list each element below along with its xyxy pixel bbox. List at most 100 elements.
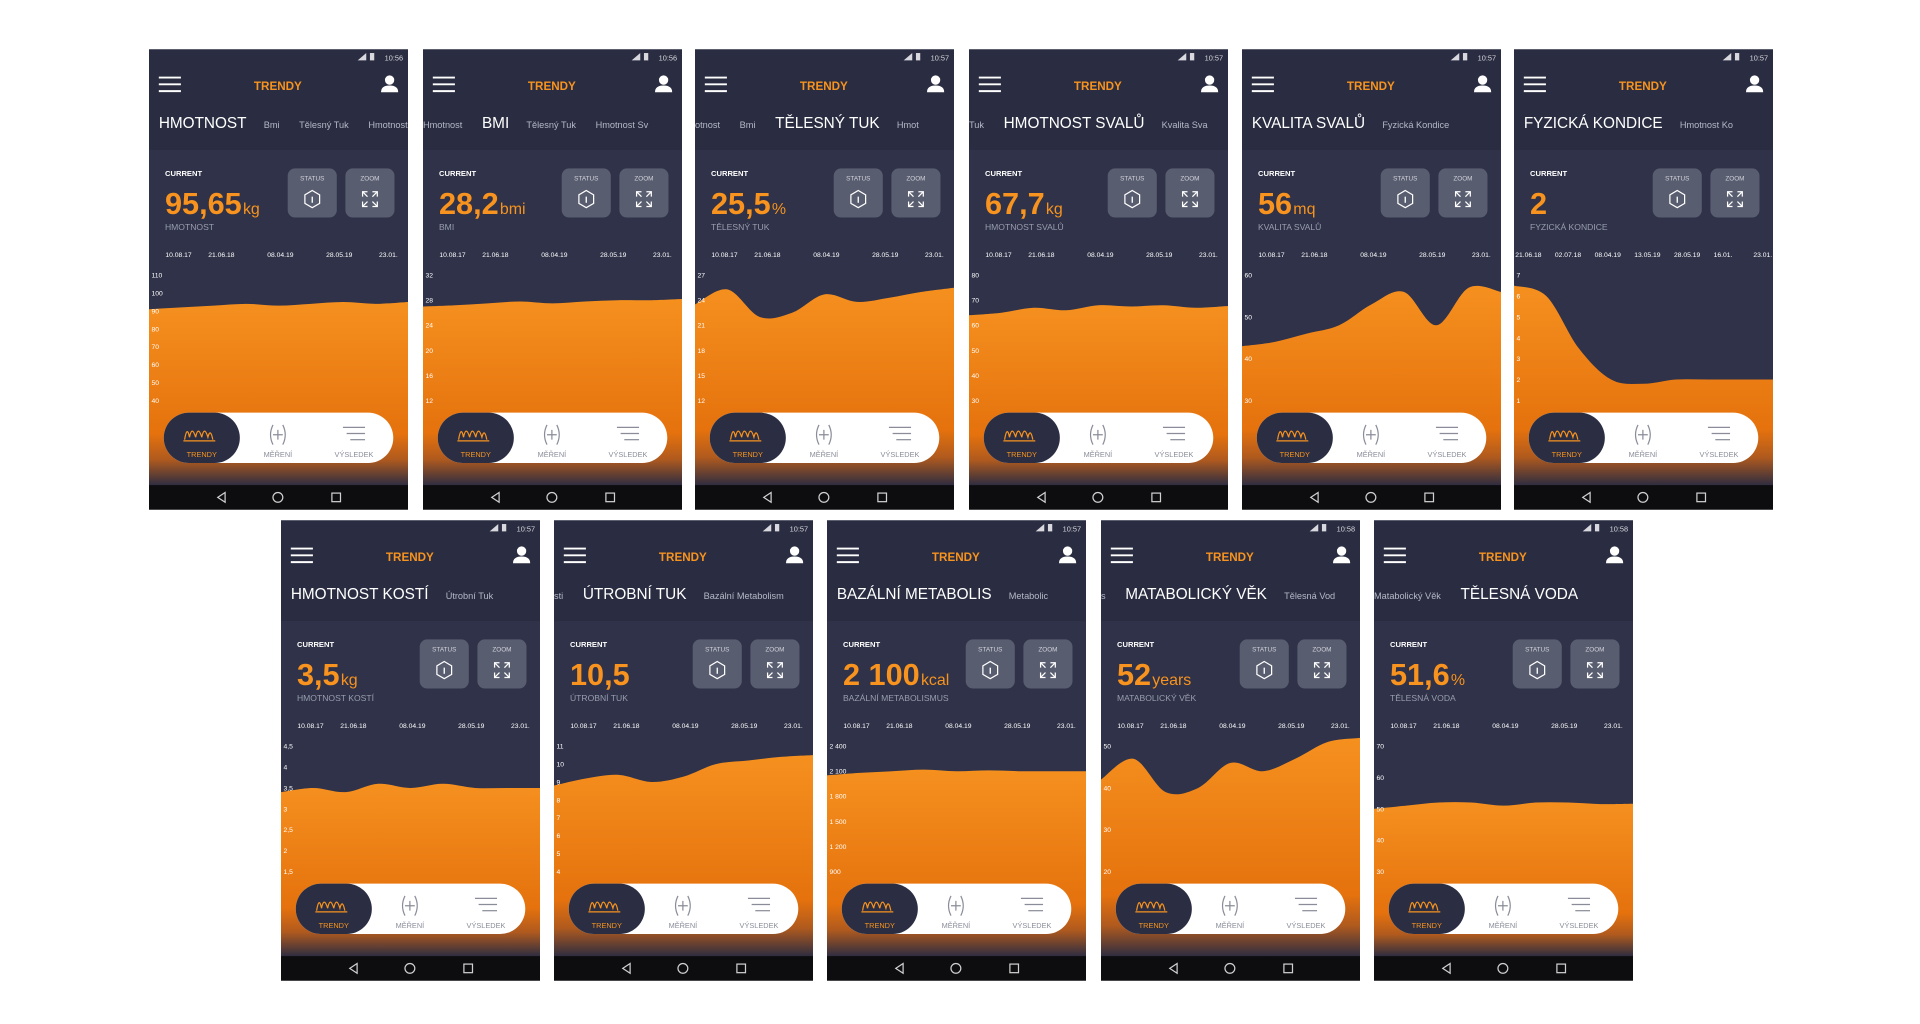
back-button[interactable]: [894, 962, 904, 975]
tab[interactable]: Tuk: [969, 120, 984, 130]
tab[interactable]: Hmotnost Svalů: [368, 120, 408, 130]
tab-bar-label[interactable]: MĚŘENÍ: [1216, 921, 1246, 930]
tab-bar-label[interactable]: MĚŘENÍ: [1357, 450, 1387, 459]
tab-active[interactable]: ÚTROBNÍ TUK: [583, 586, 687, 603]
tab-bar-active[interactable]: [1388, 883, 1465, 935]
tab-active[interactable]: MATABOLICKÝ VĚK: [1125, 586, 1267, 603]
tab[interactable]: sti: [554, 591, 563, 601]
recents-button[interactable]: [463, 963, 474, 974]
tab[interactable]: Bmi: [740, 120, 756, 130]
tab[interactable]: Bazální Metabolism: [704, 591, 785, 601]
menu-button[interactable]: [975, 71, 1004, 96]
tab[interactable]: Tělesný Tuk: [299, 120, 349, 130]
tab[interactable]: s: [1101, 591, 1106, 601]
recents-button[interactable]: [1151, 492, 1162, 503]
tab-bar-label[interactable]: VÝSLEDEK: [1155, 450, 1194, 459]
status-button[interactable]: [1652, 168, 1702, 218]
tab[interactable]: Útrobní Tuk: [446, 591, 494, 601]
profile-icon-body[interactable]: [1745, 85, 1764, 93]
tab-bar-active[interactable]: [163, 412, 240, 464]
measure-icon[interactable]: [1089, 424, 1106, 445]
tab-bar-label[interactable]: VÝSLEDEK: [1700, 450, 1739, 459]
tab-active[interactable]: TĚLESNÁ VODA: [1461, 586, 1579, 603]
back-button[interactable]: [1309, 491, 1319, 504]
tab-active[interactable]: BMI: [482, 115, 509, 132]
back-button[interactable]: [1581, 491, 1591, 504]
tab-bar-label[interactable]: VÝSLEDEK: [740, 921, 779, 930]
measure-icon[interactable]: [674, 895, 691, 916]
recents-button[interactable]: [877, 492, 888, 503]
tab-bar-label[interactable]: VÝSLEDEK: [609, 450, 648, 459]
tab-bar-label[interactable]: MĚŘENÍ: [1489, 921, 1519, 930]
menu-button[interactable]: [1107, 542, 1136, 567]
tab-bar-label[interactable]: TRENDY: [592, 921, 622, 930]
tab[interactable]: Hmotnost Sv: [596, 120, 649, 130]
tab[interactable]: Matabolický Věk: [1374, 591, 1441, 601]
tab-bar-label[interactable]: VÝSLEDEK: [467, 921, 506, 930]
measure-icon[interactable]: [401, 895, 418, 916]
tab-active[interactable]: KVALITA SVALŮ: [1252, 114, 1365, 132]
profile-icon-body[interactable]: [1605, 556, 1624, 564]
back-button[interactable]: [490, 491, 500, 504]
tab-bar-label[interactable]: VÝSLEDEK: [1560, 921, 1599, 930]
tab-bar-active[interactable]: [1528, 412, 1605, 464]
tab-bar-label[interactable]: MĚŘENÍ: [810, 450, 840, 459]
profile-icon-body[interactable]: [926, 85, 945, 93]
tab-bar-active[interactable]: [841, 883, 918, 935]
tab-bar-label[interactable]: MĚŘENÍ: [1629, 450, 1659, 459]
profile-icon-body[interactable]: [654, 85, 673, 93]
menu-button[interactable]: [429, 71, 458, 96]
tab-bar-label[interactable]: VÝSLEDEK: [1287, 921, 1326, 930]
status-button[interactable]: [833, 168, 883, 218]
recents-button[interactable]: [1283, 963, 1294, 974]
home-button[interactable]: [1092, 491, 1104, 503]
zoom-button[interactable]: [1438, 168, 1488, 218]
tab-bar-active[interactable]: [983, 412, 1060, 464]
tab-active[interactable]: HMOTNOST SVALŮ: [1004, 114, 1145, 132]
recents-button[interactable]: [331, 492, 342, 503]
menu-button[interactable]: [1520, 71, 1549, 96]
measure-icon[interactable]: [1221, 895, 1238, 916]
status-button[interactable]: [1380, 168, 1430, 218]
profile-icon-body[interactable]: [1473, 85, 1492, 93]
measure-icon[interactable]: [815, 424, 832, 445]
home-button[interactable]: [546, 491, 558, 503]
tab-bar-label[interactable]: TRENDY: [733, 450, 763, 459]
home-button[interactable]: [677, 962, 689, 974]
back-button[interactable]: [216, 491, 226, 504]
zoom-button[interactable]: [891, 168, 941, 218]
zoom-button[interactable]: [1023, 639, 1073, 689]
tab-active[interactable]: BAZÁLNÍ METABOLIS: [837, 586, 992, 603]
tab-bar-label[interactable]: MĚŘENÍ: [396, 921, 426, 930]
zoom-button[interactable]: [1165, 168, 1215, 218]
tab-bar-label[interactable]: MĚŘENÍ: [669, 921, 699, 930]
recents-button[interactable]: [605, 492, 616, 503]
tab[interactable]: Bmi: [264, 120, 280, 130]
tab-active[interactable]: HMOTNOST KOSTÍ: [291, 586, 429, 603]
zoom-button[interactable]: [1710, 168, 1760, 218]
menu-button[interactable]: [833, 542, 862, 567]
zoom-button[interactable]: [1570, 639, 1620, 689]
tab-bar-label[interactable]: TRENDY: [1412, 921, 1442, 930]
tab-bar-label[interactable]: MĚŘENÍ: [538, 450, 568, 459]
tab[interactable]: Hmotnost: [423, 120, 463, 130]
tab-bar-active[interactable]: [295, 883, 372, 935]
tab-active[interactable]: TĚLESNÝ TUK: [775, 115, 880, 132]
menu-button[interactable]: [1248, 71, 1277, 96]
tab-bar-label[interactable]: VÝSLEDEK: [881, 450, 920, 459]
tab-bar-label[interactable]: MĚŘENÍ: [264, 450, 294, 459]
back-button[interactable]: [621, 962, 631, 975]
profile-icon-body[interactable]: [1200, 85, 1219, 93]
profile-icon-body[interactable]: [1332, 556, 1351, 564]
back-button[interactable]: [1168, 962, 1178, 975]
back-button[interactable]: [1441, 962, 1451, 975]
tab[interactable]: Hmotnost Ko: [1680, 120, 1733, 130]
status-button[interactable]: [419, 639, 469, 689]
home-button[interactable]: [272, 491, 284, 503]
recents-button[interactable]: [1424, 492, 1435, 503]
status-button[interactable]: [692, 639, 742, 689]
home-button[interactable]: [1497, 962, 1509, 974]
tab-bar-active[interactable]: [568, 883, 645, 935]
home-button[interactable]: [818, 491, 830, 503]
tab-bar-label[interactable]: TRENDY: [1139, 921, 1169, 930]
